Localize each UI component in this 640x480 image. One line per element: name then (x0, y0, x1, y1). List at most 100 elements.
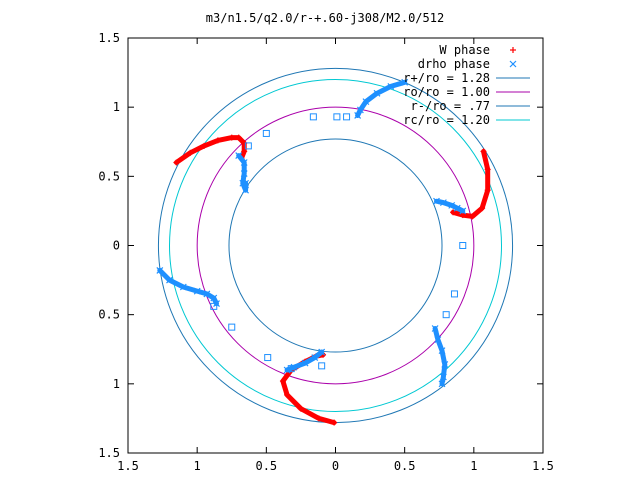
y-tick-label: 0.5 (98, 169, 120, 183)
w-phase-point (187, 149, 194, 156)
drho-phase-point (301, 359, 309, 367)
w-phase-point (173, 159, 180, 166)
drho-phase-point (333, 113, 341, 121)
drho-phase-point (442, 311, 450, 319)
legend-entry-circle: r+/ro = 1.28 (403, 71, 530, 85)
w-phase-point (331, 419, 338, 426)
y-tick-label: 1.5 (98, 31, 120, 45)
w-phase-point (480, 148, 487, 155)
drho-phase-point (239, 179, 247, 187)
legend-label: r+/ro = 1.28 (403, 71, 490, 85)
w-phase-point (450, 209, 457, 216)
drho-phase-point (433, 197, 440, 205)
x-tick-label: 0 (332, 459, 339, 473)
drho-phase-series (156, 78, 467, 388)
y-tick-label: 1 (113, 100, 120, 114)
y-tick-label: 0.5 (98, 308, 120, 322)
drho-phase-point (318, 348, 326, 356)
chart-title: m3/n1.5/q2.0/r-+.60-j308/M2.0/512 (206, 11, 444, 25)
reference-circle (196, 106, 475, 385)
drho-phase-point (240, 170, 248, 177)
w-phase-point (510, 47, 516, 53)
drho-phase-point (235, 152, 243, 160)
drho-phase-point (431, 325, 439, 332)
drho-phase-point (242, 179, 250, 187)
w-phase-point (484, 166, 491, 173)
w-phase-point (279, 378, 286, 385)
legend-label: r-/ro = .77 (411, 99, 490, 113)
x-tick-label: 0.5 (394, 459, 416, 473)
drho-phase-point (193, 287, 201, 295)
x-tick-label: 1 (470, 459, 477, 473)
drho-phase-point (362, 98, 370, 106)
drho-phase-point (459, 207, 467, 215)
data-series (156, 78, 491, 426)
drho-phase-point (242, 186, 250, 194)
drho-phase-point (244, 142, 252, 150)
legend-label: rc/ro = 1.20 (403, 113, 490, 127)
drho-phase-point (356, 106, 364, 114)
w-phase-point (214, 137, 221, 144)
drho-phase-point (343, 113, 351, 121)
phase-arm (284, 349, 325, 373)
reference-circle (169, 79, 502, 412)
drho-phase-point (401, 78, 409, 86)
drho-phase-point (228, 323, 236, 331)
drho-phase-point (264, 354, 272, 362)
drho-phase-point (450, 290, 458, 298)
legend-entry-circle: r-/ro = .77 (411, 99, 530, 113)
w-phase-point (235, 134, 242, 141)
drho-phase-point (509, 60, 517, 68)
drho-phase-point (439, 199, 447, 207)
legend-entry-circle: ro/ro = 1.00 (403, 85, 530, 99)
drho-phase-point (156, 266, 164, 274)
drho-phase-point (453, 204, 461, 212)
legend-entry-circle: rc/ro = 1.20 (403, 113, 530, 127)
legend-entry-series: W phase (439, 43, 516, 57)
drho-phase-point (240, 159, 248, 166)
axis-ticks: 1.5 1 0.5 0 0.5 1 1.51.510.500.511.5 (98, 31, 554, 473)
y-tick-label: 1.5 (98, 446, 120, 460)
w-phase-point (315, 415, 322, 422)
drho-phase-point (459, 242, 467, 249)
drho-phase-point (354, 112, 362, 119)
w-phase-point (228, 134, 235, 141)
w-phase-point (484, 187, 491, 194)
reference-circle (228, 138, 443, 353)
legend-label: ro/ro = 1.00 (403, 85, 490, 99)
legend-entry-series: drho phase (418, 57, 517, 71)
drho-phase-point (210, 294, 218, 302)
drho-phase-point (438, 347, 446, 355)
drho-phase-point (179, 283, 187, 291)
drho-phase-point (311, 354, 319, 361)
phase-arm (280, 352, 337, 426)
w-phase-point (479, 205, 486, 212)
drho-phase-point (166, 276, 173, 284)
w-phase-point (284, 391, 291, 398)
drho-phase-point (318, 362, 326, 370)
w-phase-point (469, 213, 476, 220)
phase-arm (432, 326, 448, 387)
drho-phase-point (203, 290, 211, 298)
drho-phase-point (262, 129, 270, 137)
drho-phase-point (387, 82, 395, 90)
drho-phase-point (441, 361, 449, 368)
drho-phase-point (287, 365, 295, 373)
w-phase-point (297, 405, 304, 412)
legend-label: drho phase (418, 57, 490, 71)
y-tick-label: 1 (113, 377, 120, 391)
x-tick-label: 1 (194, 459, 201, 473)
x-tick-label: 0.5 (255, 459, 277, 473)
legend-label: W phase (439, 43, 490, 57)
w-phase-point (241, 148, 248, 155)
drho-phase-point (434, 336, 442, 343)
x-tick-label: 1.5 (117, 459, 139, 473)
x-tick-label: 1.5 (532, 459, 554, 473)
drho-phase-point (373, 89, 381, 97)
drho-phase-point (448, 201, 456, 209)
y-tick-label: 0 (113, 239, 120, 253)
drho-phase-point (439, 373, 447, 381)
drho-phase-point (438, 380, 446, 388)
w-phase-point (201, 142, 208, 149)
